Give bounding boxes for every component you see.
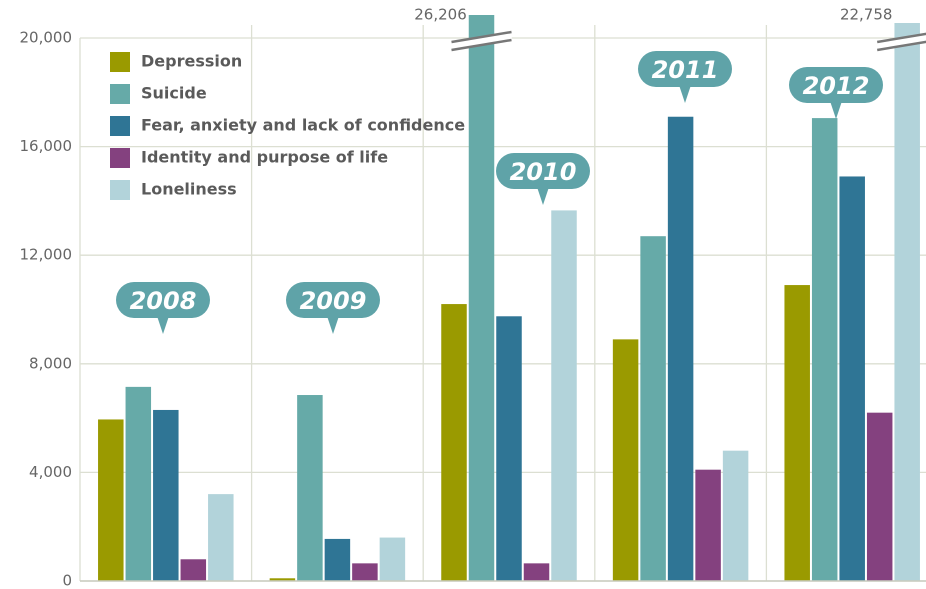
bar — [324, 538, 351, 581]
value-label: 26,206 — [414, 6, 467, 24]
axis-break — [876, 33, 926, 51]
callout-pointer — [157, 316, 169, 334]
legend-swatch — [110, 52, 130, 72]
bar — [523, 563, 550, 581]
axis-break — [451, 30, 512, 44]
axis-break — [876, 40, 926, 52]
year-label: 2012 — [803, 72, 870, 100]
bar — [297, 395, 323, 581]
bar — [866, 412, 893, 581]
bar — [441, 304, 467, 581]
y-tick-label: 0 — [62, 572, 72, 589]
bar — [352, 563, 378, 581]
bar — [612, 339, 639, 581]
year-callout — [286, 282, 380, 318]
year-callout — [496, 153, 590, 189]
bar — [180, 559, 207, 581]
year-callout — [116, 282, 210, 318]
bar — [667, 116, 694, 582]
year-callout — [789, 67, 883, 103]
callout-pointer — [830, 101, 842, 119]
y-tick-label: 4,000 — [29, 463, 72, 481]
year-callout — [638, 51, 732, 87]
bar — [811, 118, 838, 581]
year-label: 2010 — [510, 158, 577, 186]
axis-break — [450, 31, 513, 51]
legend-label: Suicide — [141, 84, 207, 103]
bar — [784, 285, 810, 581]
legend-swatch — [110, 84, 130, 104]
bar — [894, 23, 920, 581]
legend-label: Identity and purpose of life — [141, 148, 388, 167]
year-label: 2009 — [300, 287, 367, 315]
legend-swatch — [110, 116, 130, 136]
bar — [125, 386, 152, 581]
bar — [839, 176, 865, 581]
axis-break — [876, 32, 926, 44]
axis-break — [451, 38, 512, 52]
year-label: 2011 — [652, 56, 719, 84]
y-tick-label: 16,000 — [20, 137, 73, 155]
bar — [496, 316, 522, 581]
y-tick-label: 8,000 — [29, 354, 72, 372]
bar — [640, 236, 666, 581]
bar — [153, 409, 179, 581]
bar — [379, 537, 406, 581]
bar — [468, 15, 495, 581]
legend-label: Depression — [141, 52, 242, 71]
bar — [551, 210, 577, 581]
y-tick-label: 12,000 — [20, 246, 73, 264]
value-label: 22,758 — [840, 6, 893, 24]
bar — [269, 578, 296, 581]
legend-swatch — [110, 148, 130, 168]
bar — [98, 419, 124, 581]
legend-label: Loneliness — [141, 180, 237, 199]
bar — [208, 494, 234, 581]
callout-pointer — [537, 187, 549, 205]
callout-pointer — [679, 85, 691, 103]
year-label: 2008 — [130, 287, 197, 315]
legend-swatch — [110, 180, 130, 200]
callout-pointer — [327, 316, 339, 334]
bar — [722, 450, 749, 581]
legend-label: Fear, anxiety and lack of confidence — [141, 116, 465, 135]
bar — [695, 469, 721, 581]
y-tick-label: 20,000 — [20, 29, 73, 47]
